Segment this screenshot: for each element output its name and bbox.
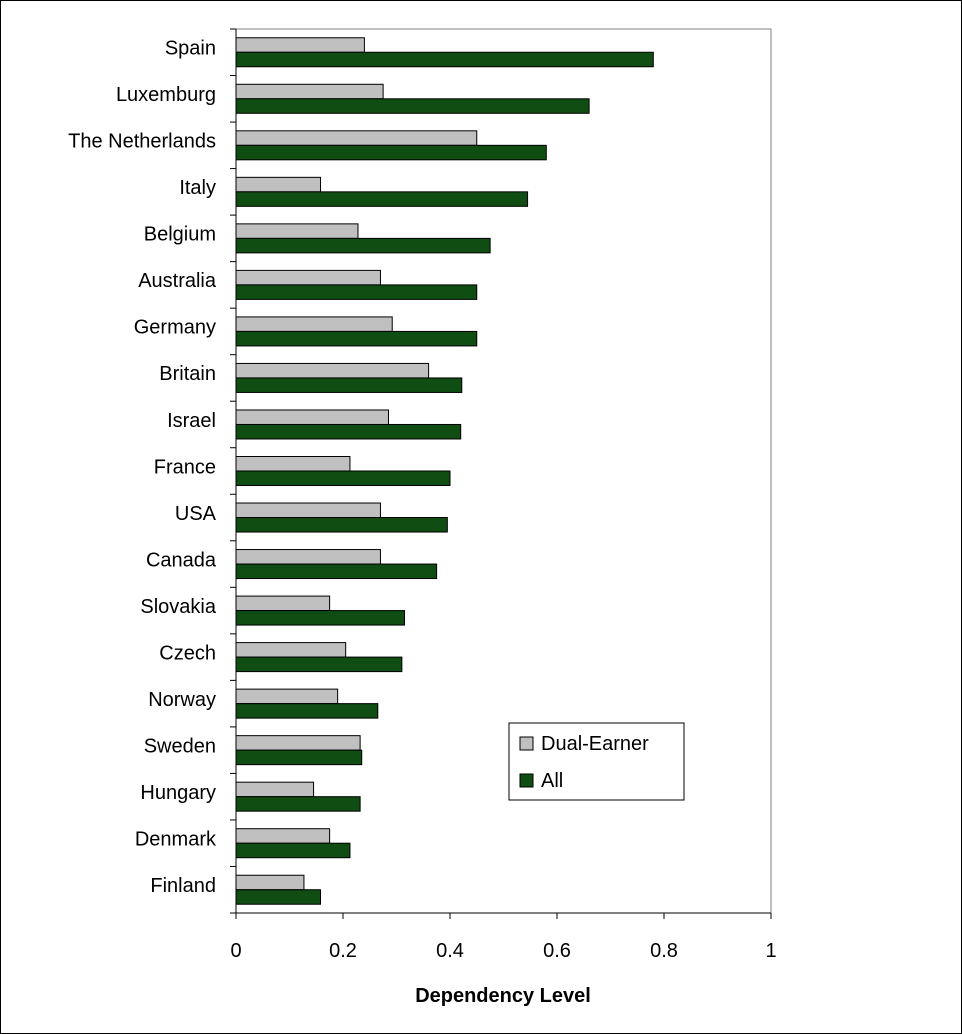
bar-all-denmark — [235, 842, 351, 859]
bar-all-britain — [235, 377, 463, 393]
category-label-luxemburg: Luxemburg — [116, 84, 216, 106]
category-label-finland: Finland — [150, 875, 216, 897]
x-tick-label: 0 — [230, 940, 241, 962]
bar-dual-earner-sweden — [235, 735, 361, 751]
bar-dual-earner-the-netherlands — [235, 130, 478, 146]
bar-all-spain — [235, 51, 654, 68]
bar-dual-earner-italy — [235, 176, 322, 193]
legend-label-dual-earner: Dual-Earner — [541, 733, 649, 755]
x-tick-label: 0.6 — [543, 940, 571, 962]
bar-all-the-netherlands — [235, 144, 547, 161]
x-tick-label: 1 — [765, 940, 776, 962]
bar-all-norway — [235, 703, 379, 719]
bar-all-czech — [235, 656, 403, 673]
bar-dual-earner-britain — [235, 362, 430, 379]
bar-dual-earner-czech — [235, 642, 347, 658]
bar-dual-earner-norway — [235, 688, 339, 705]
bar-dual-earner-france — [235, 456, 351, 472]
bar-dual-earner-luxemburg — [235, 83, 384, 100]
bar-dual-earner-australia — [235, 269, 381, 286]
bar-dual-earner-belgium — [235, 223, 359, 239]
category-label-britain: Britain — [159, 363, 216, 385]
x-tick-label: 0.8 — [650, 940, 678, 962]
category-label-slovakia: Slovakia — [140, 596, 216, 618]
bar-dual-earner-slovakia — [235, 595, 331, 612]
bar-dual-earner-usa — [235, 502, 381, 519]
category-label-norway: Norway — [148, 689, 216, 711]
bar-dual-earner-israel — [235, 409, 389, 425]
x-tick-label: 0.2 — [329, 940, 357, 962]
bars-group — [235, 37, 654, 905]
legend: Dual-Earner All — [508, 722, 685, 801]
x-tick-label: 0.4 — [436, 940, 464, 962]
bar-all-australia — [235, 284, 478, 300]
category-label-czech: Czech — [159, 642, 216, 664]
legend-swatch-all — [519, 773, 534, 788]
category-label-denmark: Denmark — [135, 828, 217, 850]
category-label-israel: Israel — [167, 410, 216, 432]
bar-all-france — [235, 470, 451, 486]
bar-all-canada — [235, 563, 438, 580]
bar-all-sweden — [235, 749, 363, 766]
category-label-italy: Italy — [179, 177, 216, 199]
bar-dual-earner-spain — [235, 37, 365, 53]
category-label-france: France — [154, 456, 216, 478]
bar-all-finland — [235, 889, 322, 905]
bar-dual-earner-denmark — [235, 828, 331, 844]
category-label-germany: Germany — [134, 317, 216, 339]
category-labels: Spain Luxemburg The Netherlands Italy Belgiu… — [68, 38, 217, 897]
bar-all-israel — [235, 423, 462, 440]
x-axis-ticks: 0 0.2 0.4 0.6 0.8 1 — [230, 913, 777, 962]
bar-all-italy — [235, 191, 529, 207]
bar-dual-earner-finland — [235, 874, 305, 891]
category-label-canada: Canada — [146, 549, 217, 571]
category-ticks — [230, 28, 236, 914]
category-label-sweden: Sweden — [144, 735, 216, 757]
bar-all-usa — [235, 517, 448, 533]
legend-swatch-dual-earner — [519, 736, 534, 751]
category-label-the-netherlands: The Netherlands — [68, 131, 216, 153]
category-label-spain: Spain — [165, 38, 216, 60]
x-axis-title: Dependency Level — [415, 985, 591, 1007]
category-label-belgium: Belgium — [144, 224, 216, 246]
legend-box — [508, 722, 685, 801]
category-label-hungary: Hungary — [140, 782, 216, 804]
bar-all-hungary — [235, 796, 361, 812]
bar-dual-earner-canada — [235, 549, 381, 565]
legend-label-all: All — [541, 770, 563, 792]
bar-all-slovakia — [235, 610, 406, 626]
bar-all-belgium — [235, 237, 491, 254]
bar-dual-earner-germany — [235, 316, 393, 332]
category-label-australia: Australia — [138, 270, 217, 292]
bar-all-germany — [235, 330, 478, 347]
category-label-usa: USA — [175, 503, 217, 525]
bar-dual-earner-hungary — [235, 781, 315, 798]
bar-all-luxemburg — [235, 98, 590, 114]
